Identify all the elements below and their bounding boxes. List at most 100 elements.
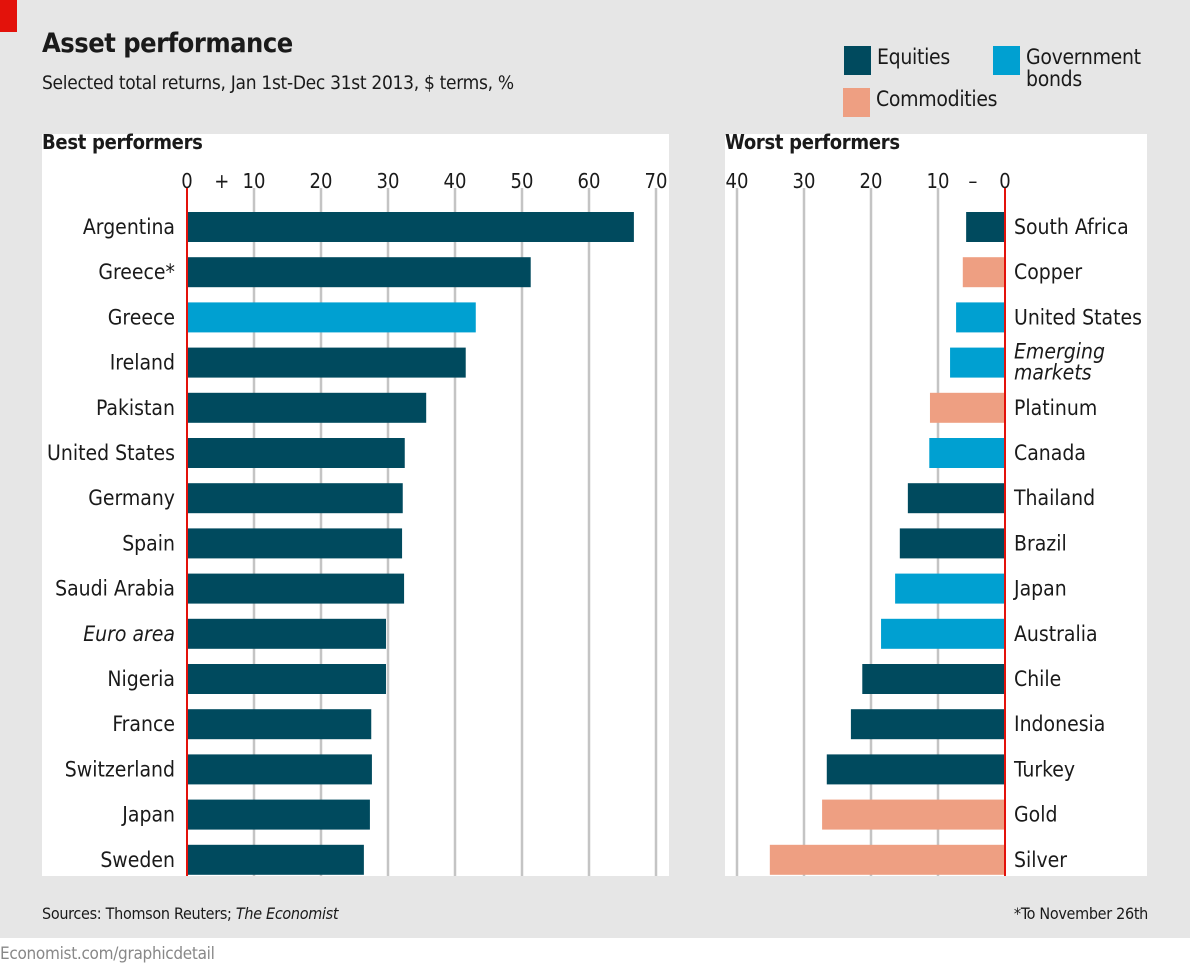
worst-category-labels: South Africa Copper United States Emerging m… [1013,215,1142,872]
bar-best-nigeria [187,664,386,694]
bar-worst-copper [962,257,1005,288]
category-label-line: Japan [1013,577,1067,601]
bar-best-ireland [187,347,466,378]
economist-red-tab [0,0,17,32]
bar-worst-indonesia [850,709,1005,740]
bar-worst-chile [862,664,1005,694]
category-label: Copper [1014,260,1082,284]
category-label: Canada [1014,441,1086,465]
tick-label-50: 50 [511,169,534,193]
bar-worst-turkey [826,754,1005,785]
category-label-line: markets [1014,361,1092,385]
bar-worst-canada [929,438,1005,468]
bar-best-saudi-arabia [187,573,405,604]
category-label-line: Emerging [1014,340,1105,364]
category-label-line: United States [1014,305,1142,329]
category-label: Euro area [83,622,175,646]
legend-label-equities: Equities [877,45,950,69]
category-label-line: South Africa [1014,215,1129,239]
category-label: Nigeria [107,667,175,691]
category-label-line: Silver [1014,848,1067,872]
category-label-line: Gold [1014,803,1057,827]
tick-label-30: 30 [377,169,400,193]
category-label-line: Indonesia [1014,712,1105,736]
worst-bars [769,212,1005,875]
category-label: Australia [1014,622,1098,646]
bar-worst-thailand [907,483,1005,514]
tick-label-20: 20 [310,169,333,193]
bar-best-switzerland [187,754,372,785]
zero-lines [186,188,1006,876]
tick-label-40: 40 [444,169,467,193]
best-tick-labels: 0 10 20 30 40 50 60 70 + [181,169,667,193]
bar-best-greece- [187,257,531,288]
bar-best-euro-area [187,618,386,649]
category-label: France [112,712,175,736]
legend-swatch-commodities [843,88,870,117]
bar-worst-brazil [899,528,1005,559]
category-label: Pakistan [96,396,175,420]
best-performers-title: Best performers [42,130,203,154]
bar-best-pakistan [187,392,427,423]
category-label: Thailand [1013,486,1095,510]
category-label: Indonesia [1014,712,1105,736]
bar-best-sweden [187,844,364,875]
legend-swatch-equities [844,46,871,75]
tick-label--40: 40 [726,169,749,193]
bar-worst-south-africa [966,212,1005,242]
worst-performers-title: Worst performers [725,130,900,154]
category-label: Chile [1014,667,1061,691]
category-label: Silver [1014,848,1067,872]
source-url: Economist.com/graphicdetail [0,944,215,964]
bar-worst-emerging-markets [950,347,1005,378]
bar-worst-platinum [929,392,1005,423]
worst-tick-labels: 40 30 20 10 0– [726,169,1011,193]
bar-worst-united-states [956,302,1005,333]
category-label: Japan [1013,577,1067,601]
category-label-line: Canada [1014,441,1086,465]
chart-subtitle: Selected total returns, Jan 1st-Dec 31st… [42,72,514,94]
category-label: Switzerland [65,757,175,781]
category-label: Turkey [1013,757,1075,781]
category-label: Greece [108,305,175,329]
legend-equities: Equities [844,46,950,75]
category-label: United States [1014,305,1142,329]
tick-label-70: 70 [645,169,668,193]
best-bars [187,212,634,875]
category-label-line: Brazil [1014,531,1067,555]
positive-sign-marker: + [214,169,229,193]
legend-government-bonds: Government bonds [993,46,1156,90]
legend-label-government-bonds: Government bonds [1026,45,1141,91]
category-label-line: Thailand [1013,486,1095,510]
tick-label--20: 20 [860,169,883,193]
bar-worst-japan [895,573,1005,604]
category-label-line: Platinum [1014,396,1097,420]
source-italic: The Economist [235,904,339,923]
category-label-line: Australia [1014,622,1098,646]
category-label: Brazil [1014,531,1067,555]
legend-swatch-government-bonds [993,46,1020,75]
bar-best-united-states [187,438,405,468]
category-label: Emerging markets [1014,340,1105,385]
bar-best-france [187,709,372,740]
category-label: South Africa [1014,215,1129,239]
category-label: Greece* [98,260,175,284]
bar-best-germany [187,483,403,514]
source-prefix: Sources: Thomson Reuters; [42,904,236,923]
category-label: Japan [121,803,175,827]
category-label: Gold [1014,803,1057,827]
chart-title: Asset performance [42,28,293,59]
bar-worst-silver [769,844,1005,875]
category-label: Sweden [100,848,175,872]
tick-label--10: 10 [927,169,950,193]
category-label: Argentina [83,215,175,239]
category-label-line: Chile [1014,667,1061,691]
category-label: Germany [88,486,175,510]
bar-best-greece [187,302,476,333]
legend-commodities: Commodities [843,88,998,117]
category-label: Platinum [1014,396,1097,420]
tick-label-10: 10 [243,169,266,193]
bar-best-spain [187,528,403,559]
category-label: Saudi Arabia [55,577,175,601]
